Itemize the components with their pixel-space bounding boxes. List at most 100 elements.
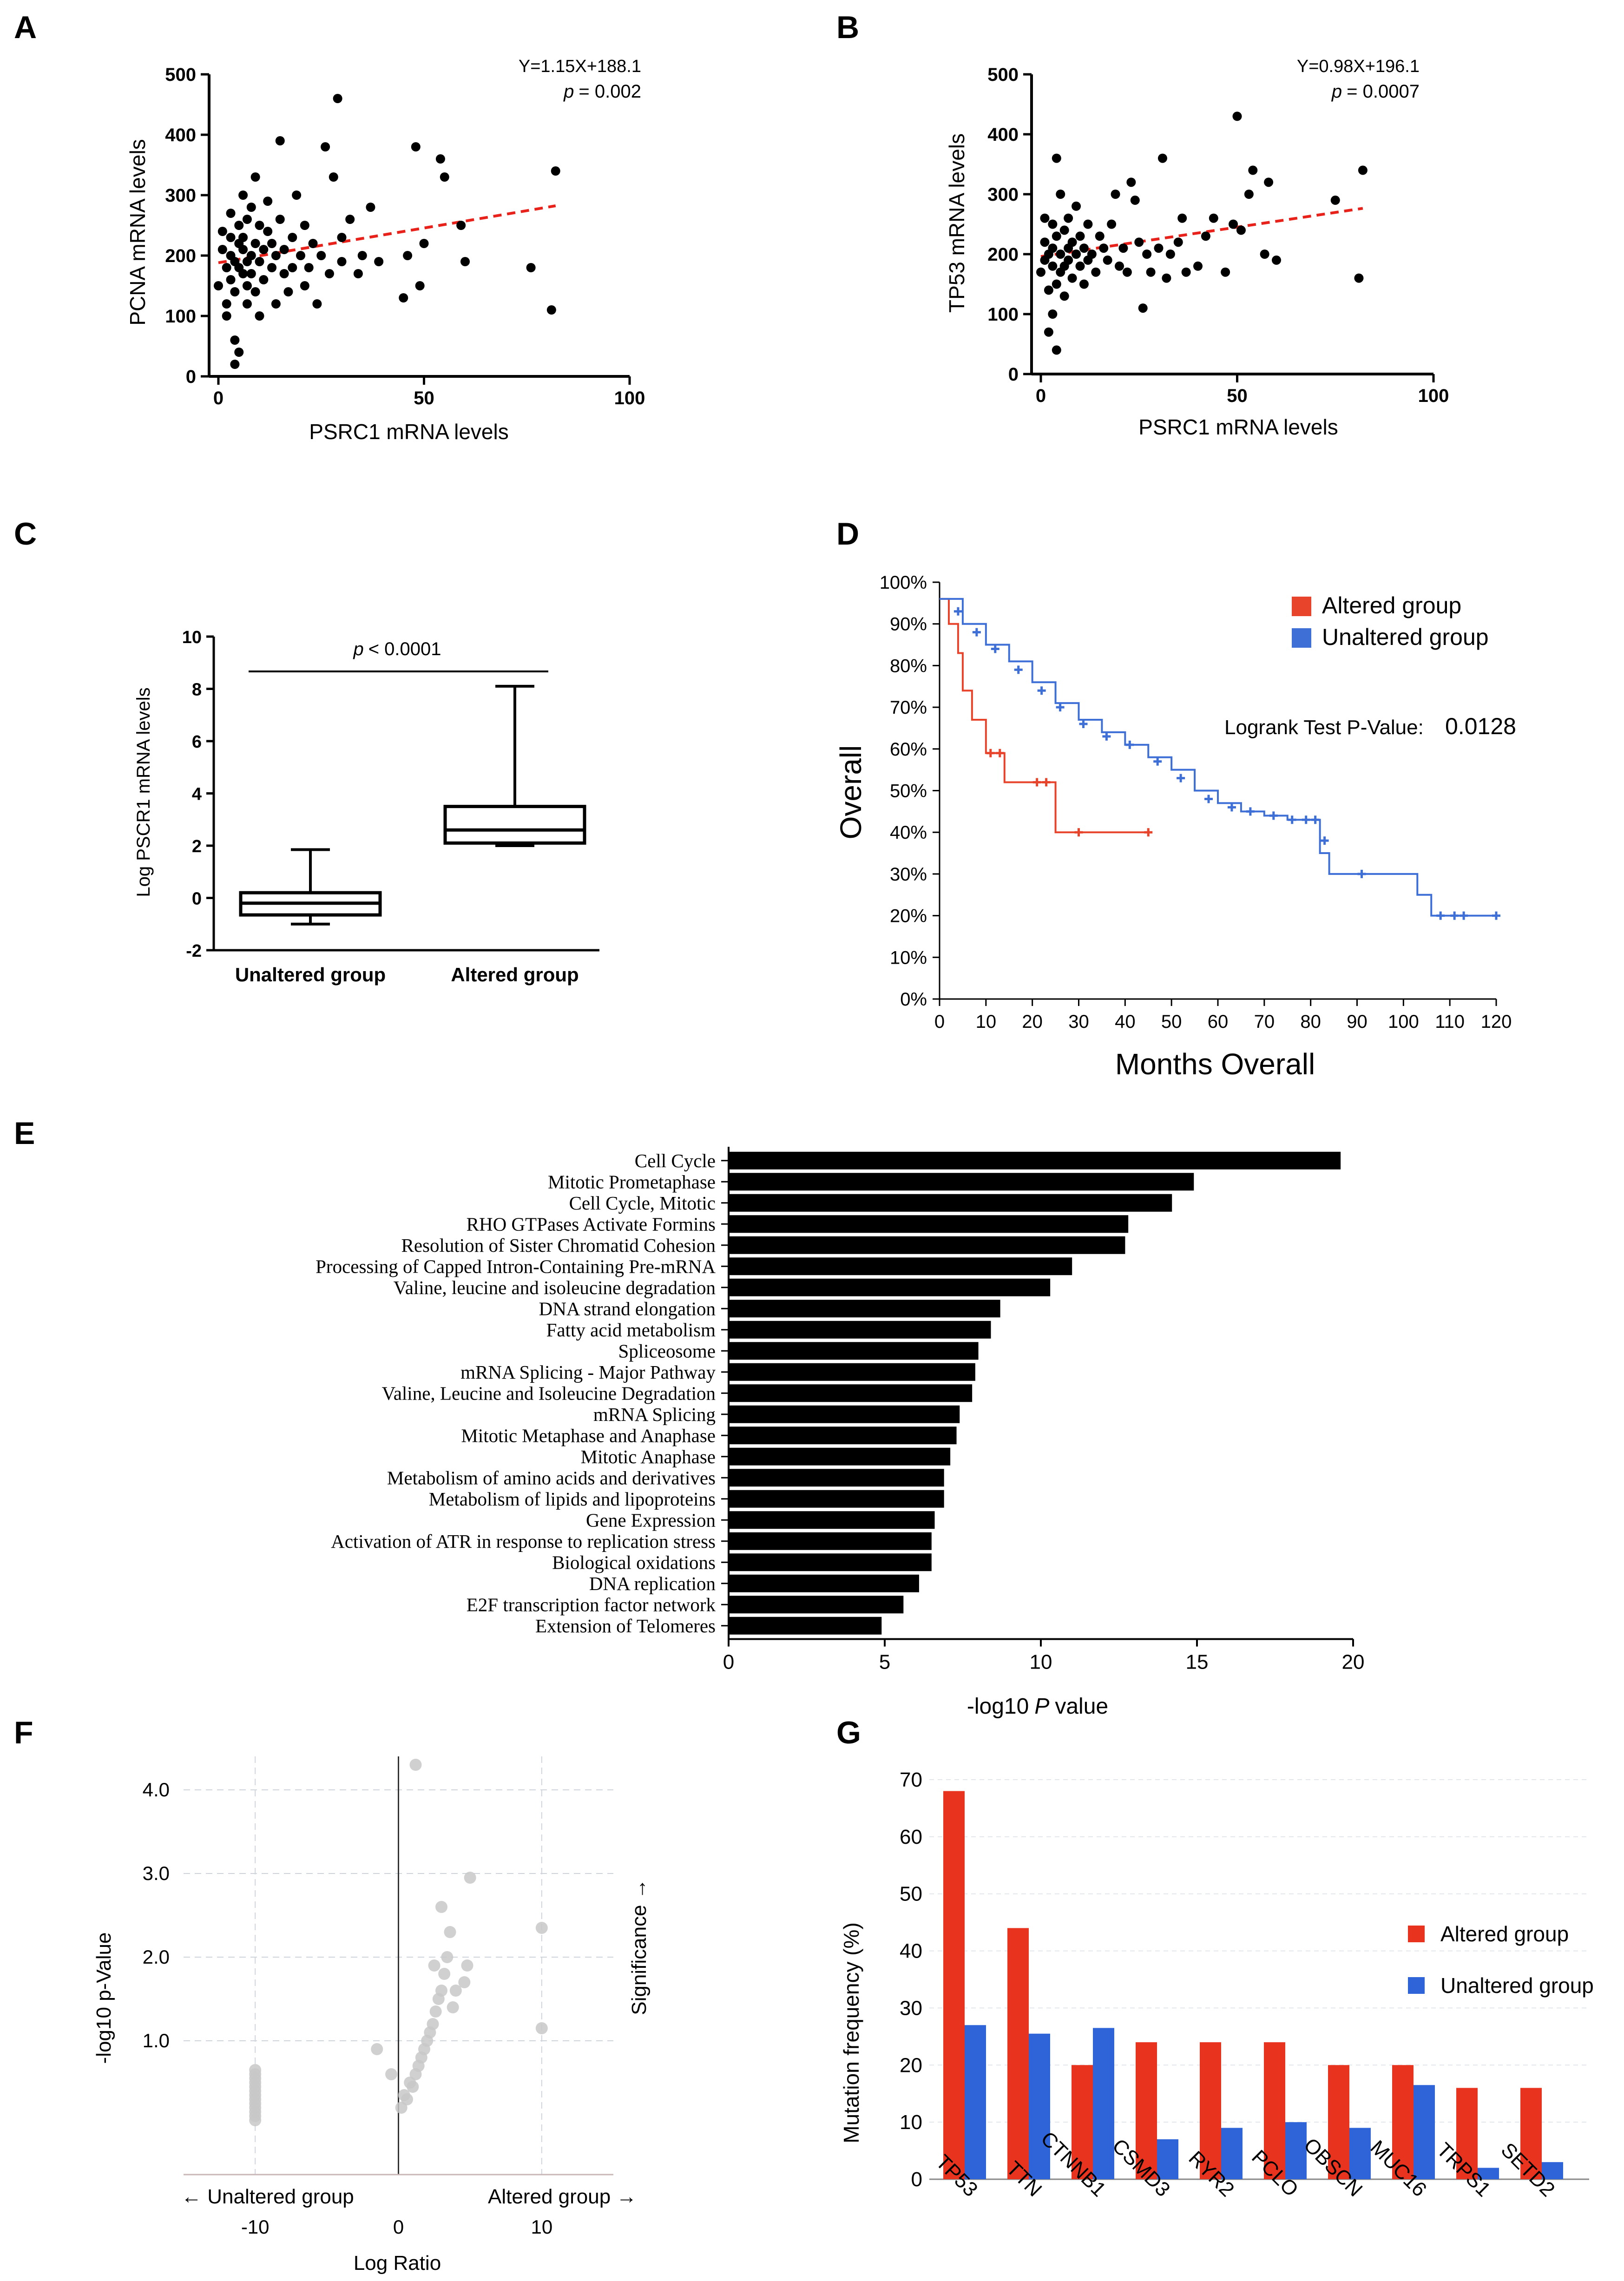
panel-b-y-label: TP53 mRNA levels [945, 133, 969, 313]
altered-group-bar [943, 1791, 965, 2179]
data-point [1059, 291, 1069, 301]
data-point [1052, 153, 1061, 163]
bar [729, 1151, 1341, 1170]
panel-f-significance-label: Significance → [628, 1879, 651, 2015]
data-point [324, 269, 334, 278]
data-point [242, 281, 252, 290]
data-point [1056, 190, 1065, 199]
data-point [238, 269, 248, 278]
category-label: Fatty acid metabolism [546, 1319, 716, 1341]
y-tick-label: 0 [1008, 364, 1019, 385]
category-label: Activation of ATR in response to replica… [331, 1531, 716, 1552]
y-tick-label: 70% [890, 697, 927, 718]
data-point [1138, 303, 1148, 313]
data-point [371, 2043, 383, 2055]
data-point [1162, 273, 1171, 283]
data-point [366, 203, 375, 212]
bar [729, 1363, 975, 1381]
panel-a-x-label: PSRC1 mRNA levels [309, 420, 508, 444]
legend-altered-swatch [1292, 597, 1311, 616]
x-tick-label: 40 [1115, 1012, 1136, 1032]
panel-f-axes: -10 0 10 1.0 2.0 3.0 4.0 [143, 1756, 613, 2238]
data-point [403, 251, 413, 260]
y-tick-label: 60% [890, 739, 927, 760]
unaltered-group-censor-mark [1320, 836, 1329, 845]
panel-label-f: F [14, 1715, 33, 1750]
y-tick-label: 4 [192, 785, 202, 804]
category-label: Spliceosome [618, 1340, 716, 1361]
bar [729, 1447, 951, 1466]
bar [729, 1384, 973, 1402]
data-point [226, 275, 236, 284]
data-point [546, 305, 556, 315]
panel-b-x-label: PSRC1 mRNA levels [1138, 415, 1338, 439]
y-tick-label: 0 [186, 367, 196, 387]
data-point [1040, 213, 1050, 223]
altered-group-bar [1200, 2042, 1221, 2179]
unaltered-group-bar [1157, 2139, 1178, 2179]
category-label: Altered group [451, 964, 579, 986]
y-tick-label: 100% [880, 572, 927, 593]
unaltered-group-bar [1542, 2162, 1563, 2179]
bar [729, 1426, 957, 1445]
legend-g-altered-swatch [1408, 1926, 1425, 1942]
data-point [1052, 279, 1061, 289]
data-point [464, 1872, 476, 1884]
data-point [1177, 213, 1187, 223]
data-point [438, 1968, 451, 1980]
data-point [1173, 237, 1183, 247]
data-point [255, 257, 264, 266]
panel-b: B 0 50 100 0 100 200 300 400 500 Y=0.98X+196.1 p… [836, 10, 1449, 439]
x-tick-label: 20 [1342, 1651, 1365, 1674]
data-point [259, 245, 269, 254]
data-point [308, 239, 318, 248]
data-point [1260, 250, 1269, 259]
data-point [230, 360, 240, 369]
data-point [217, 245, 227, 254]
data-point [1099, 243, 1109, 253]
x-tick-label: 110 [1435, 1012, 1465, 1032]
panel-f-right-group: Altered group → [488, 2185, 637, 2208]
x-tick-label: 60 [1208, 1012, 1229, 1032]
data-point [300, 281, 309, 290]
altered-group-bar [1136, 2042, 1157, 2179]
x-tick-label: 15 [1186, 1651, 1209, 1674]
data-point [1264, 177, 1274, 187]
data-point [456, 221, 466, 230]
unaltered-group-censor-mark [1450, 911, 1459, 920]
data-point [1072, 250, 1081, 259]
unaltered-group-censor-mark [1302, 815, 1310, 824]
x-tick-label: 90 [1347, 1012, 1368, 1032]
altered-group-bar [1456, 2088, 1478, 2179]
data-point [1091, 267, 1101, 277]
data-point [357, 251, 367, 260]
data-point [411, 142, 421, 151]
y-tick-label: 0% [900, 989, 927, 1010]
data-point [460, 257, 470, 266]
y-tick-label: 10 [182, 628, 202, 647]
unaltered-group-bar [1285, 2122, 1307, 2179]
altered-group-censor-mark [1042, 778, 1051, 787]
panel-g-y-label: Mutation frequency (%) [839, 1922, 863, 2143]
bar [729, 1215, 1129, 1233]
x-tick-label: 100 [1388, 1012, 1419, 1032]
x-tick-label: 50 [1161, 1012, 1182, 1032]
panel-c-p-number: < 0.0001 [368, 639, 441, 659]
data-point [1111, 190, 1120, 199]
logrank-label: Logrank Test P-Value: [1224, 716, 1424, 739]
data-point [353, 269, 363, 278]
data-point [1072, 201, 1081, 211]
x-tick-label: 50 [1227, 386, 1248, 406]
data-point [1052, 231, 1061, 241]
panel-label-a: A [14, 10, 37, 45]
data-point [275, 136, 285, 145]
unaltered-group-censor-mark [1311, 815, 1320, 824]
data-point [1056, 250, 1065, 259]
bar [729, 1532, 932, 1550]
data-point [1157, 153, 1167, 163]
legend-altered-label: Altered group [1322, 592, 1461, 618]
data-point [292, 191, 302, 200]
unaltered-group-censor-mark [1227, 803, 1236, 812]
regression-line [1040, 207, 1363, 258]
